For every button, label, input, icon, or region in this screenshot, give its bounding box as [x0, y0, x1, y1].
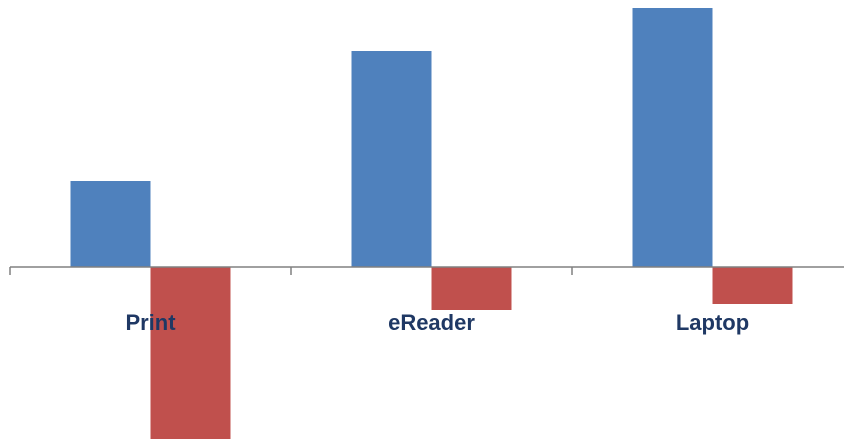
bar-print-series-1: [70, 181, 151, 267]
category-label-ereader: eReader: [388, 310, 475, 335]
bar-laptop-series-1: [632, 8, 713, 267]
bar-print-series-2: [150, 267, 231, 439]
category-label-laptop: Laptop: [676, 310, 749, 335]
bar-ereader-series-2: [431, 267, 512, 310]
bar-ereader-series-1: [351, 51, 432, 267]
category-label-print: Print: [125, 310, 176, 335]
bar-laptop-series-2: [712, 267, 793, 304]
